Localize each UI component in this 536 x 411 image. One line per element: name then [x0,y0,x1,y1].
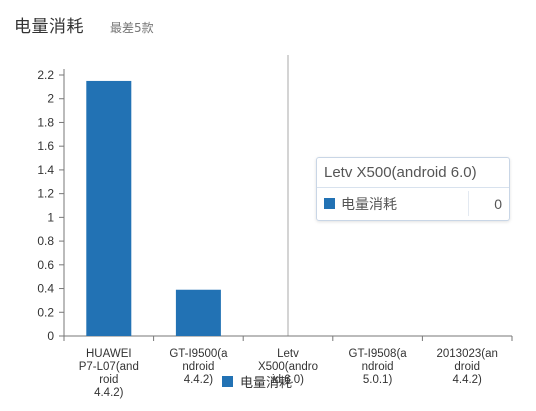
x-category-label-line: roid [99,374,118,386]
y-tick-label: 0.8 [37,234,54,248]
tooltip-series-swatch [324,198,335,209]
bar [86,80,132,336]
y-tick-label: 1 [47,210,54,224]
tooltip-row: 电量消耗 0 [317,188,509,219]
tooltip-series-name: 电量消耗 [341,195,397,212]
x-category-label-line: GT-I9508(a [349,348,408,360]
x-category-label-line: 4.4.2) [94,387,124,399]
x-category-label-line: 4.4.2) [184,374,214,386]
x-category-label-line: HUAWEI [86,348,132,360]
y-tick-label: 1.2 [37,187,54,201]
tooltip-separator [468,191,469,216]
tooltip: Letv X500(android 6.0) 电量消耗 0 [316,157,510,221]
x-category-label-line: id 6.0) [272,374,304,386]
bar [175,289,221,336]
x-category-label-line: 5.0.1) [363,374,393,386]
y-tick-label: 0.4 [37,282,54,296]
tooltip-value: 0 [494,195,502,212]
x-category-label-line: 4.4.2) [452,374,482,386]
x-category-label: GT-I9508(a ndroid 5.0.1) [349,348,408,386]
chart-subtitle: 最差5款 [110,21,154,35]
tooltip-title: Letv X500(android 6.0) [317,158,509,188]
y-tick-label: 1.8 [37,115,54,129]
x-category-label-line: ndroid [182,361,214,373]
y-tick-label: 0 [47,329,54,343]
y-tick-label: 0.2 [37,305,54,319]
x-category-label: HUAWEI P7-L07(and roid 4.4.2) [79,348,139,399]
legend-label: 电量消耗 [240,376,293,391]
x-category-label-line: ndroid [362,361,394,373]
chart-header: 电量消耗 最差5款 [14,12,154,37]
legend[interactable]: 电量消耗 [222,372,292,391]
x-category-label-line: droid [454,361,480,373]
legend-swatch [222,376,233,387]
y-tick-label: 0.6 [37,258,54,272]
x-category-label-line: X500(andro [258,361,318,373]
y-tick-label: 1.6 [37,139,54,153]
x-category-label: Letv X500(andro id 6.0) [258,348,318,386]
x-category-label: GT-I9500(a ndroid 4.4.2) [169,348,228,386]
y-tick-label: 1.4 [37,163,54,177]
x-category-label-line: Letv [277,348,299,360]
y-tick-label: 2.2 [37,68,54,82]
chart-title: 电量消耗 [14,17,84,37]
x-category-label: 2013023(an droid 4.4.2) [436,348,497,386]
x-category-label-line: GT-I9500(a [169,348,228,360]
x-category-label-line: 2013023(an [436,348,497,360]
x-category-label-line: P7-L07(and [79,361,139,373]
y-tick-label: 2 [47,92,54,106]
